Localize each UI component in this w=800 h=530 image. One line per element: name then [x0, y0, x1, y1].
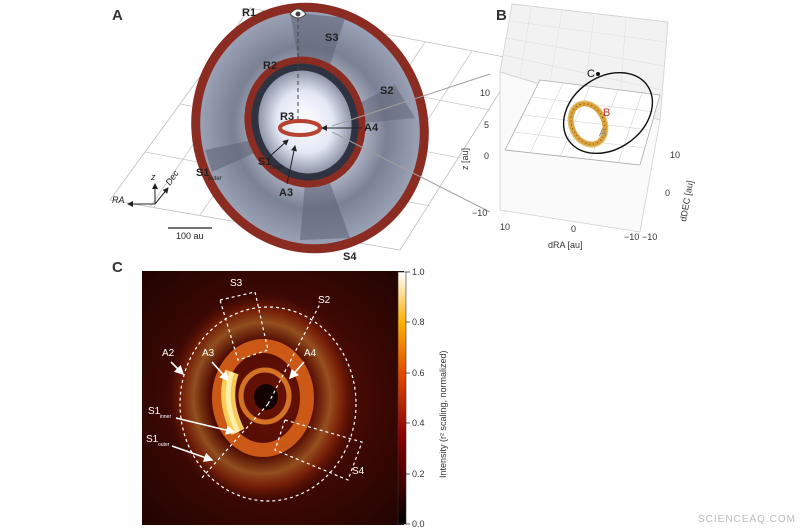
svg-text:10: 10: [480, 88, 490, 98]
zoom-connector: [331, 73, 491, 213]
label-ring-b: B: [603, 107, 610, 119]
cbar-tick-0: 0.0: [412, 519, 425, 529]
disc-model: [191, 2, 429, 254]
svg-text:S1: S1: [146, 434, 159, 445]
z-axis: 10 5 0 −10 z [au]: [460, 88, 490, 218]
cbar-tick-0.6: 0.6: [412, 368, 425, 378]
panel-b: B C B: [460, 3, 695, 250]
label-a3-c: A3: [202, 348, 215, 359]
ring-b-halo: [567, 100, 609, 148]
x-axis-label: dRA [au]: [548, 240, 583, 250]
svg-text:0: 0: [484, 151, 489, 161]
label-s3: S3: [325, 32, 338, 44]
label-s4: S4: [343, 251, 357, 263]
svg-text:S1: S1: [148, 406, 161, 417]
label-r1: R1: [242, 7, 256, 19]
label-s1-outer: S1 outer: [196, 167, 222, 182]
svg-text:0: 0: [571, 224, 576, 234]
colorbar-label: Intensity (r² scaling, normalized): [438, 350, 448, 478]
ring-b-dots: [570, 103, 606, 145]
central-mask: [254, 384, 278, 410]
label-a3: A3: [279, 187, 293, 199]
label-s1-inner-c: S1 inner: [148, 406, 171, 420]
eye-icon: [289, 8, 307, 19]
orbit-c-marker: [596, 72, 600, 76]
label-r2: R2: [263, 60, 277, 72]
dashed-overlays: [179, 291, 363, 502]
orbit-c: [562, 71, 654, 155]
ring-r3: [278, 119, 322, 137]
svg-text:−10: −10: [624, 232, 639, 242]
scale-bar-label: 100 au: [176, 231, 204, 241]
svg-text:0: 0: [665, 188, 670, 198]
label-s4-c: S4: [352, 466, 365, 477]
svg-text:10: 10: [500, 222, 510, 232]
label-ring-a: A: [599, 127, 607, 139]
panel-a-letter: A: [112, 7, 123, 24]
panel-b-gridlines: [502, 7, 667, 101]
axis-z: z: [150, 172, 156, 182]
svg-text:inner: inner: [160, 414, 171, 420]
cbar-tick-0.4: 0.4: [412, 418, 425, 428]
svg-text:outer: outer: [208, 176, 222, 182]
panel-c-letter: C: [112, 259, 123, 276]
panel-a-axes: [127, 183, 169, 207]
label-a4-c: A4: [304, 348, 317, 359]
label-s3-c: S3: [230, 278, 243, 289]
y-axis-label: dDEC [au]: [678, 180, 695, 223]
svg-text:inner: inner: [270, 165, 283, 171]
svg-text:outer: outer: [158, 442, 170, 448]
label-a4: A4: [364, 122, 379, 134]
label-s2: S2: [380, 85, 393, 97]
svg-text:S1: S1: [196, 167, 209, 179]
svg-text:−10: −10: [642, 232, 657, 242]
ring-inner-small: [238, 367, 292, 425]
floor-grid: [513, 82, 656, 164]
label-s1-inner: S1 inner: [258, 156, 283, 171]
label-s1-outer-c: S1 outer: [146, 434, 170, 448]
panel-b-letter: B: [496, 7, 507, 24]
x-axis: 10 0 −10 dRA [au]: [500, 222, 639, 250]
panel-c: C S3 S2 A2 A3 A4 S1 inner S1: [112, 259, 448, 529]
bright-arc-core: [225, 371, 241, 434]
svg-text:−10: −10: [472, 208, 487, 218]
floor-plane: [504, 79, 661, 166]
colorbar: [397, 271, 407, 525]
label-a2-c: A2: [162, 348, 175, 359]
cbar-tick-1: 1.0: [412, 267, 425, 277]
axis-ra: RA: [112, 195, 125, 205]
axis-dec: Dec: [163, 168, 181, 187]
inner-ring-glow: [212, 339, 314, 457]
colorbar-ticks: [406, 271, 410, 525]
cbar-tick-0.2: 0.2: [412, 469, 425, 479]
panel-a: A: [109, 2, 521, 263]
watermark: SCIENCEAQ.COM: [698, 514, 796, 525]
label-orbit-c: C: [587, 68, 595, 80]
label-r3: R3: [280, 111, 294, 123]
cbar-tick-0.8: 0.8: [412, 317, 425, 327]
svg-text:S1: S1: [258, 156, 271, 168]
svg-text:5: 5: [484, 120, 489, 130]
label-s2-c: S2: [318, 295, 331, 306]
svg-text:10: 10: [670, 150, 680, 160]
z-axis-label: z [au]: [460, 148, 470, 170]
